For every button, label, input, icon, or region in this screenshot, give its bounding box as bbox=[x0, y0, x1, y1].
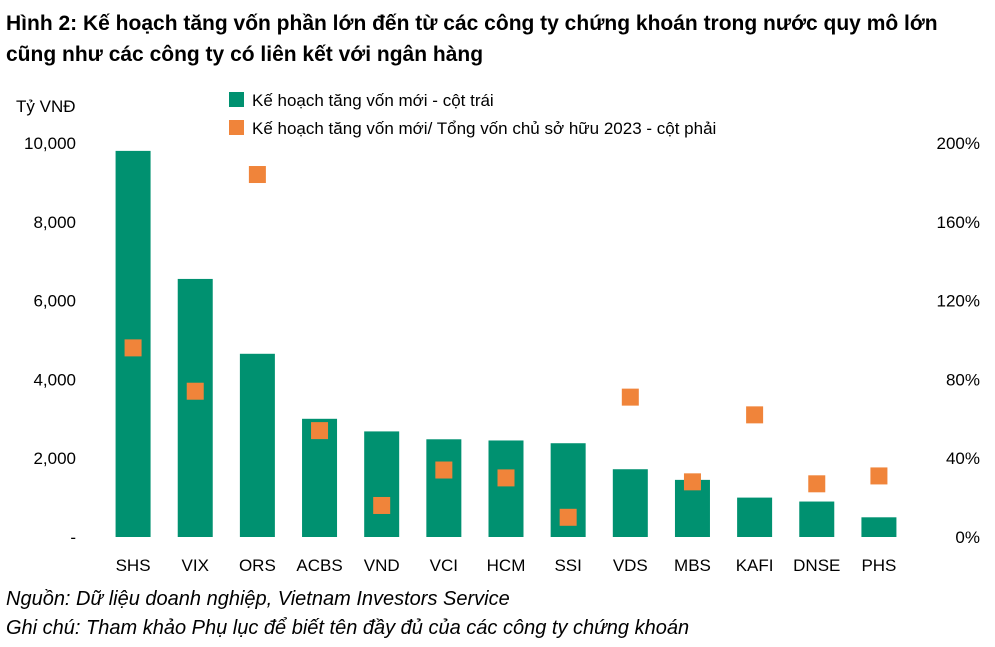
legend-label-bar: Kế hoạch tăng vốn mới - cột trái bbox=[252, 91, 494, 110]
left-axis: Tỷ VNĐ - 2,000 4,000 6,000 8,000 10,000 bbox=[16, 97, 76, 547]
marker-hcm bbox=[497, 469, 515, 487]
legend-swatch-bar bbox=[229, 92, 244, 107]
marker-acbs bbox=[311, 422, 329, 440]
x-tick-label: VCI bbox=[430, 556, 458, 575]
marker-ssi bbox=[559, 508, 577, 526]
x-tick-label: ORS bbox=[239, 556, 276, 575]
x-tick-label: SHS bbox=[116, 556, 151, 575]
y-left-tick-label: 4,000 bbox=[33, 370, 76, 389]
x-tick-label: VDS bbox=[613, 556, 648, 575]
y-right-tick-label: 0% bbox=[955, 528, 980, 547]
y-right-tick-label: 160% bbox=[937, 213, 980, 232]
bar-hcm bbox=[488, 440, 524, 537]
y-left-tick-label: 2,000 bbox=[33, 449, 76, 468]
marker-vix bbox=[186, 382, 204, 400]
y-left-tick-label: 8,000 bbox=[33, 213, 76, 232]
y-left-tick-label: - bbox=[70, 528, 76, 547]
legend-label-marker: Kế hoạch tăng vốn mới/ Tổng vốn chủ sở h… bbox=[252, 119, 716, 138]
y-axis-title: Tỷ VNĐ bbox=[16, 97, 76, 116]
y-right-tick-label: 120% bbox=[937, 292, 980, 311]
marker-ors bbox=[248, 166, 266, 184]
x-tick-label: SSI bbox=[554, 556, 581, 575]
x-tick-label: DNSE bbox=[793, 556, 840, 575]
marker-vds bbox=[621, 388, 639, 406]
source-note: Nguồn: Dữ liệu doanh nghiệp, Vietnam Inv… bbox=[6, 588, 510, 610]
legend-swatch-marker bbox=[229, 120, 244, 135]
bar-kafi bbox=[737, 497, 773, 537]
bar-vci bbox=[426, 439, 462, 537]
x-tick-label: KAFI bbox=[736, 556, 774, 575]
y-right-tick-label: 200% bbox=[937, 134, 980, 153]
footnote: Ghi chú: Tham khảo Phụ lục để biết tên đ… bbox=[6, 617, 690, 639]
bar-vnd bbox=[364, 431, 400, 537]
marker-vnd bbox=[373, 496, 391, 514]
marker-kafi bbox=[746, 406, 764, 424]
y-right-tick-label: 40% bbox=[946, 449, 980, 468]
bar-dnse bbox=[799, 501, 835, 537]
x-tick-label: PHS bbox=[861, 556, 896, 575]
x-tick-label: VIX bbox=[182, 556, 209, 575]
bar-phs bbox=[861, 517, 897, 537]
marker-phs bbox=[870, 467, 888, 485]
y-left-tick-label: 6,000 bbox=[33, 292, 76, 311]
marker-vci bbox=[435, 461, 453, 479]
chart-title: Hình 2: Kế hoạch tăng vốn phần lớn đến t… bbox=[6, 12, 938, 66]
marker-series bbox=[124, 166, 888, 526]
bar-ors bbox=[239, 353, 275, 537]
marker-dnse bbox=[808, 475, 826, 493]
bar-vds bbox=[612, 469, 648, 537]
x-axis: SHS VIX ORS ACBS VND VCI HCM SSI VDS MBS KAFI DNSE P… bbox=[116, 556, 897, 575]
y-left-tick-label: 10,000 bbox=[24, 134, 76, 153]
x-tick-label: MBS bbox=[674, 556, 711, 575]
marker-mbs bbox=[683, 473, 701, 491]
x-tick-label: HCM bbox=[487, 556, 526, 575]
marker-shs bbox=[124, 339, 142, 357]
x-tick-label: ACBS bbox=[296, 556, 342, 575]
bar-vix bbox=[177, 278, 213, 537]
right-axis: 0% 40% 80% 120% 160% 200% bbox=[937, 134, 980, 547]
chart: Tỷ VNĐ - 2,000 4,000 6,000 8,000 10,000 0% 40% 8… bbox=[16, 91, 980, 575]
legend: Kế hoạch tăng vốn mới - cột trái Kế hoạch… bbox=[229, 91, 716, 138]
y-right-tick-label: 80% bbox=[946, 370, 980, 389]
x-tick-label: VND bbox=[364, 556, 400, 575]
